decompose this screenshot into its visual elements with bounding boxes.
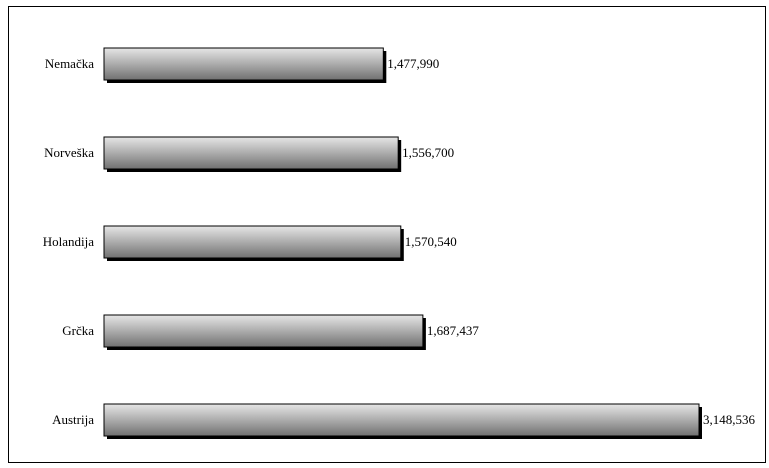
value-label: 3,148,536 xyxy=(703,412,756,427)
category-label: Norveška xyxy=(44,145,94,160)
category-label: Grčka xyxy=(62,323,94,338)
bar-norveška xyxy=(103,136,399,170)
value-label: 1,477,990 xyxy=(387,56,439,71)
bar-nemačka xyxy=(103,47,384,81)
value-label: 1,570,540 xyxy=(405,234,457,249)
value-label: 1,556,700 xyxy=(402,145,454,160)
bar-grčka xyxy=(103,314,424,348)
bar-austrija xyxy=(103,403,700,437)
bar-holandija xyxy=(103,225,402,259)
category-label: Nemačka xyxy=(45,56,94,71)
category-label: Austrija xyxy=(52,412,94,427)
value-label: 1,687,437 xyxy=(427,323,480,338)
category-label: Holandija xyxy=(43,234,94,249)
